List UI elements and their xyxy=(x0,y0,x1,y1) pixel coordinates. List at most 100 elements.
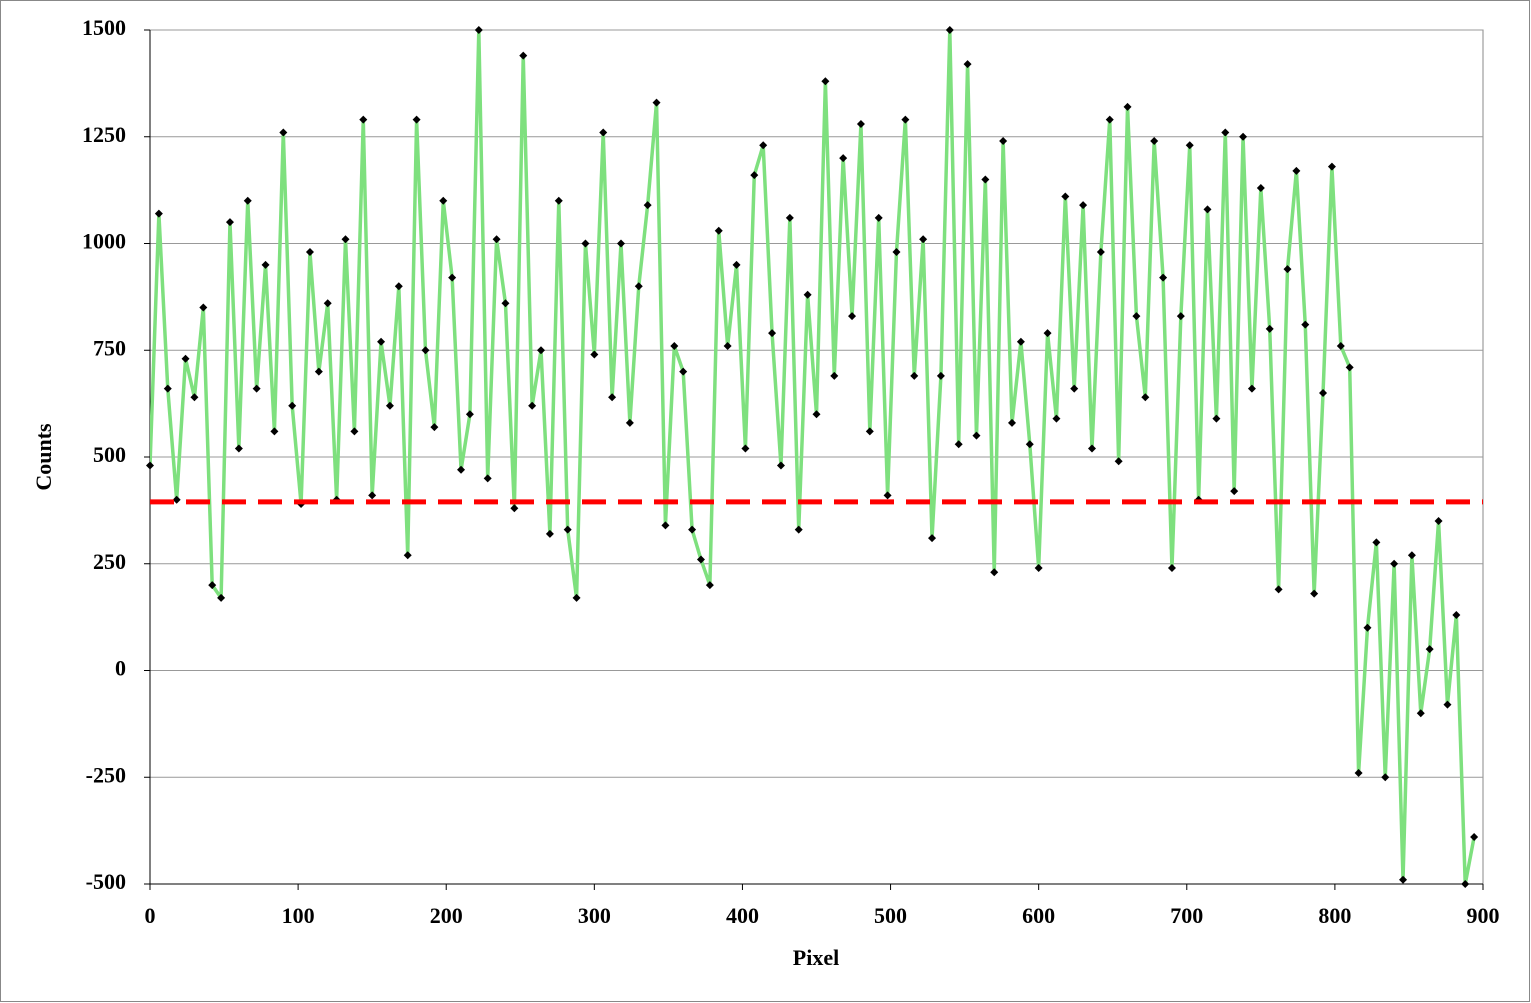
data-point xyxy=(608,393,617,402)
data-point xyxy=(1310,589,1319,598)
data-point xyxy=(1363,623,1372,632)
data-point xyxy=(1052,414,1061,423)
data-point xyxy=(839,154,848,163)
data-point xyxy=(1399,875,1408,884)
y-tick-label: -500 xyxy=(86,869,126,894)
data-point xyxy=(1354,768,1363,777)
data-point xyxy=(803,290,812,299)
data-point xyxy=(252,384,261,393)
data-point xyxy=(359,115,368,124)
data-point xyxy=(394,282,403,291)
data-line xyxy=(150,30,1476,884)
data-point xyxy=(1336,341,1345,350)
data-point xyxy=(874,213,883,222)
data-point xyxy=(696,555,705,564)
data-point xyxy=(1167,564,1176,573)
data-point xyxy=(208,581,217,590)
y-tick-label: 1500 xyxy=(82,15,126,40)
data-point xyxy=(465,410,474,419)
data-point xyxy=(412,115,421,124)
data-point xyxy=(314,367,323,376)
data-point xyxy=(1114,457,1123,466)
data-point xyxy=(1390,559,1399,568)
data-point xyxy=(936,371,945,380)
data-point xyxy=(341,235,350,244)
data-point xyxy=(270,427,279,436)
data-point xyxy=(1150,137,1159,146)
data-point xyxy=(812,410,821,419)
data-point xyxy=(821,77,830,86)
data-point xyxy=(305,248,314,257)
data-point xyxy=(288,401,297,410)
data-point xyxy=(723,341,732,350)
data-point xyxy=(856,119,865,128)
data-point xyxy=(1079,201,1088,210)
data-point xyxy=(1319,388,1328,397)
x-tick-label: 0 xyxy=(145,903,156,928)
data-point xyxy=(919,235,928,244)
data-point xyxy=(279,128,288,137)
y-axis-label: Counts xyxy=(31,423,56,491)
data-point xyxy=(714,226,723,235)
data-point xyxy=(1381,773,1390,782)
data-point xyxy=(1212,414,1221,423)
x-tick-label: 400 xyxy=(726,903,759,928)
data-point xyxy=(750,171,759,180)
data-point xyxy=(972,431,981,440)
data-point xyxy=(1461,880,1470,888)
data-point xyxy=(892,248,901,257)
data-point xyxy=(1443,700,1452,709)
data-point xyxy=(1283,265,1292,274)
data-point xyxy=(1025,440,1034,449)
data-point xyxy=(377,337,386,346)
data-point xyxy=(172,495,181,504)
data-point xyxy=(1247,384,1256,393)
y-tick-label: -250 xyxy=(86,762,126,787)
x-tick-label: 300 xyxy=(578,903,611,928)
data-point xyxy=(954,440,963,449)
data-point xyxy=(1141,393,1150,402)
data-point xyxy=(1034,564,1043,573)
data-point xyxy=(199,303,208,312)
data-point xyxy=(545,529,554,538)
data-point xyxy=(652,98,661,107)
x-tick-label: 500 xyxy=(874,903,907,928)
data-point xyxy=(1123,102,1132,111)
data-point xyxy=(457,465,466,474)
data-point xyxy=(679,367,688,376)
data-point xyxy=(928,534,937,543)
data-point xyxy=(1292,166,1301,175)
data-point xyxy=(581,239,590,248)
data-point xyxy=(643,201,652,210)
x-tick-label: 800 xyxy=(1318,903,1351,928)
data-point xyxy=(225,218,234,227)
data-point xyxy=(661,521,670,530)
data-point xyxy=(572,593,581,602)
data-point xyxy=(483,474,492,483)
y-tick-label: 750 xyxy=(93,335,126,360)
data-point xyxy=(794,525,803,534)
data-point xyxy=(1203,205,1212,214)
data-point xyxy=(350,427,359,436)
data-point xyxy=(634,282,643,291)
data-point xyxy=(1301,320,1310,329)
data-point xyxy=(430,423,439,432)
data-point xyxy=(1016,337,1025,346)
data-point xyxy=(519,51,528,60)
y-tick-label: 1250 xyxy=(82,122,126,147)
data-point xyxy=(590,350,599,359)
data-point xyxy=(1185,141,1194,150)
data-point xyxy=(785,213,794,222)
data-point xyxy=(981,175,990,184)
data-point xyxy=(732,260,741,269)
data-point xyxy=(1452,610,1461,619)
y-tick-label: 250 xyxy=(93,549,126,574)
data-point xyxy=(146,461,154,470)
data-point xyxy=(768,329,777,338)
data-point xyxy=(910,371,919,380)
data-point xyxy=(1434,517,1443,526)
data-point xyxy=(599,128,608,137)
data-point xyxy=(963,60,972,69)
x-tick-label: 600 xyxy=(1022,903,1055,928)
data-point xyxy=(537,346,546,355)
